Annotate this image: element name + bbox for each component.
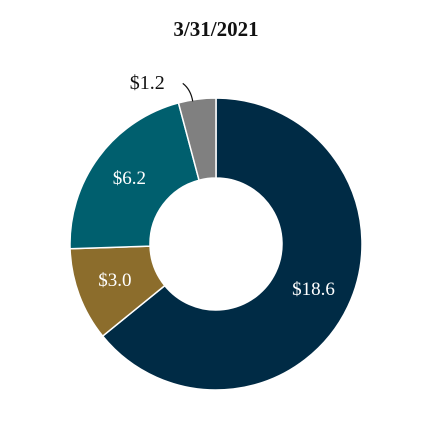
data-label: $1.2 (130, 72, 165, 94)
donut-slice (101, 97, 363, 391)
donut-slice (69, 101, 200, 250)
chart-title: 3/31/2021 (173, 17, 258, 41)
leader-line (182, 82, 194, 102)
data-label: $6.2 (113, 168, 146, 189)
data-label: $3.0 (98, 270, 131, 291)
data-label: $18.6 (292, 279, 335, 300)
donut-slice (177, 97, 217, 182)
